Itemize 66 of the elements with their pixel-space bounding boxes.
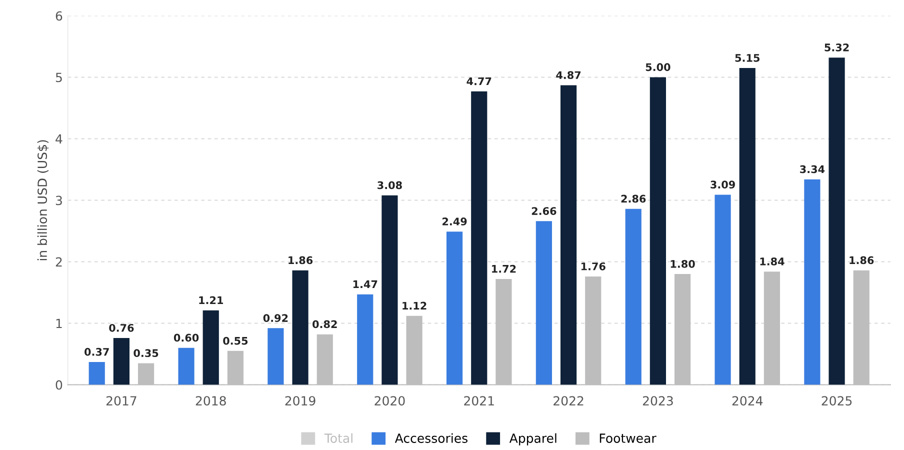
data-label: 1.21: [199, 296, 223, 304]
data-label: 1.80: [670, 260, 695, 268]
bar: [536, 221, 552, 385]
x-tick-label: 2018: [196, 396, 226, 406]
legend-label: Footwear: [600, 434, 656, 443]
bar: [382, 195, 398, 385]
x-tick-label: 2019: [285, 396, 316, 406]
data-label: 1.86: [850, 256, 874, 264]
data-label: 5.32: [824, 44, 849, 52]
data-label: 0.60: [174, 334, 199, 342]
data-label: 0.37: [84, 348, 109, 356]
x-tick-label: 2020: [374, 396, 405, 406]
bar: [113, 338, 130, 385]
bar: [202, 310, 219, 385]
data-label: 5.00: [646, 63, 670, 72]
data-label: 3.34: [800, 165, 825, 174]
bar: [446, 232, 463, 385]
data-label: 4.87: [556, 71, 581, 80]
data-label: 0.82: [312, 320, 337, 328]
y-tick-label: 0: [56, 380, 62, 390]
data-label: 3.09: [710, 180, 735, 189]
data-label: 3.08: [378, 181, 402, 190]
data-label: 1.72: [492, 264, 516, 273]
bar: [739, 68, 756, 385]
data-label: 0.35: [134, 349, 158, 358]
bar: [178, 348, 194, 385]
y-axis-title: in billion USD (US$): [37, 140, 49, 260]
x-tick-label: 2022: [554, 396, 584, 406]
bar: [650, 77, 666, 385]
bar: [471, 91, 488, 385]
bar: [804, 179, 820, 385]
data-label: 0.76: [109, 324, 134, 332]
data-label: 4.77: [466, 77, 492, 86]
data-label: 2.49: [442, 218, 467, 226]
x-tick-label: 2017: [106, 396, 136, 406]
x-tick-label: 2021: [464, 396, 494, 406]
legend-label: Apparel: [509, 433, 556, 446]
y-tick-label: 5: [56, 72, 62, 82]
data-label: 1.76: [581, 262, 606, 270]
y-tick-label: 6: [56, 11, 62, 21]
bar: [625, 208, 642, 385]
bar: [292, 270, 308, 385]
bar: [828, 58, 845, 385]
data-label: 1.86: [288, 256, 313, 264]
y-tick-label: 3: [56, 196, 62, 206]
y-tick-label: 2: [56, 257, 62, 266]
bar: [88, 362, 105, 385]
bar: [714, 194, 731, 385]
data-label: 2.66: [532, 207, 556, 215]
y-tick-label: 4: [56, 134, 62, 144]
data-label: 1.12: [402, 302, 426, 310]
bar: [357, 294, 374, 385]
x-tick-label: 2025: [822, 396, 852, 406]
legend-label: Accessories: [394, 433, 468, 443]
data-label: 0.55: [223, 336, 248, 345]
bar: [560, 85, 577, 385]
data-label: 1.47: [353, 280, 378, 288]
data-label: 0.92: [263, 314, 288, 322]
legend-label: Total: [324, 433, 352, 443]
x-tick-label: 2023: [642, 396, 673, 406]
y-tick-label: 1: [56, 318, 62, 328]
data-label: 1.84: [760, 258, 784, 266]
x-tick-label: 2024: [732, 396, 763, 406]
data-label: 5.15: [735, 54, 760, 62]
bar: [268, 328, 284, 385]
data-label: 2.86: [621, 194, 646, 203]
